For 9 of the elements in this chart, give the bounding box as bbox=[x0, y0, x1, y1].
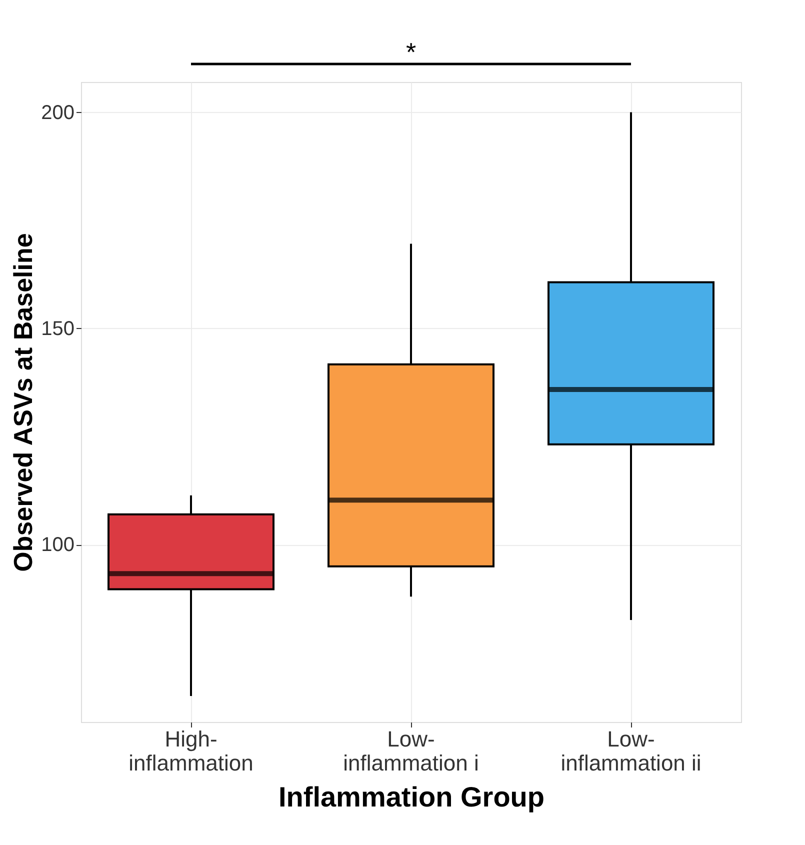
x-tick-label: Low- inflammation i bbox=[343, 726, 479, 776]
y-axis-title: Observed ASVs at Baseline bbox=[8, 233, 38, 572]
x-tick-label: High- inflammation bbox=[128, 726, 254, 776]
y-tick-label: 150 bbox=[41, 318, 74, 340]
y-tick-label: 100 bbox=[41, 534, 74, 556]
x-axis-title: Inflammation Group bbox=[278, 782, 544, 812]
text: * bbox=[406, 37, 416, 67]
y-tick-label: 200 bbox=[41, 102, 74, 124]
x-tick-label: Low- inflammation ii bbox=[560, 726, 702, 776]
